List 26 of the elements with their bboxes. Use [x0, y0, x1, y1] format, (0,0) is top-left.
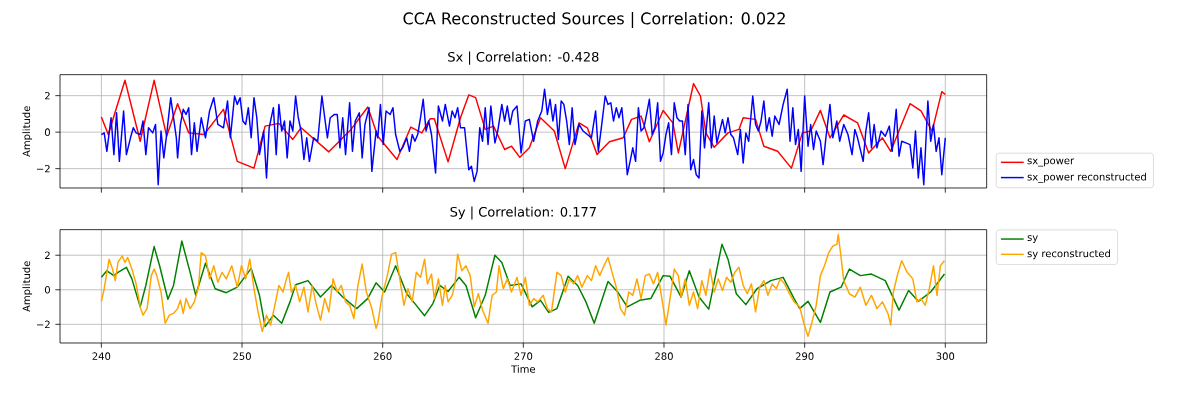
x-tick-label: 280	[655, 352, 673, 360]
y-axis-title: Amplitude	[22, 261, 33, 312]
x-tick-label: 300	[936, 352, 955, 360]
x-axis-title: Time	[511, 365, 536, 373]
y-tick-label: −2	[36, 320, 50, 329]
chart-title: CCA Reconstructed Sources | Correlation: 0.022	[403, 11, 785, 28]
chart-subtitle: Sx | Correlation: -0.428	[448, 51, 599, 65]
legend-label: sx_power reconstructed	[1027, 172, 1146, 183]
x-tick-label: 270	[514, 352, 533, 360]
line-series	[100, 79, 947, 170]
y-tick-label: 0	[44, 285, 50, 294]
line-series	[100, 233, 946, 338]
y-tick-label: 2	[45, 91, 50, 100]
line-series	[100, 240, 946, 328]
y-tick-label: 2	[45, 251, 50, 259]
chart-title: Sy | Correlation: 0.177	[450, 206, 596, 220]
legend-label: sx_power	[1027, 158, 1075, 167]
y-axis-title: Amplitude	[22, 106, 33, 157]
x-tick-label: 260	[373, 352, 392, 360]
legend-label: sy	[1027, 235, 1038, 243]
x-tick-label: 240	[92, 352, 111, 360]
y-tick-label: 0	[44, 128, 50, 136]
x-tick-label: 290	[795, 352, 814, 360]
legend-label: sy reconstructed	[1027, 249, 1110, 260]
x-tick-label: 250	[233, 352, 251, 360]
y-tick-label: −2	[36, 164, 50, 173]
